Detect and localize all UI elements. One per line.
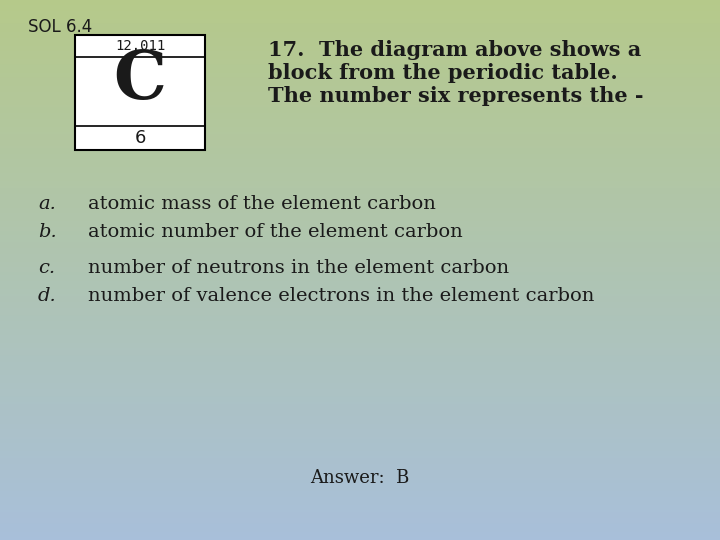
Text: c.: c. [38,259,55,277]
Text: block from the periodic table.: block from the periodic table. [268,63,618,83]
Text: atomic number of the element carbon: atomic number of the element carbon [88,223,463,241]
Text: d.: d. [38,287,57,305]
Text: 6: 6 [135,129,145,147]
Text: 12.011: 12.011 [115,39,165,53]
Text: The number six represents the -: The number six represents the - [268,86,644,106]
Text: 17.  The diagram above shows a: 17. The diagram above shows a [268,40,642,60]
Text: C: C [114,48,166,113]
Text: Answer:  B: Answer: B [310,469,410,487]
Text: number of valence electrons in the element carbon: number of valence electrons in the eleme… [88,287,595,305]
Text: SOL 6.4: SOL 6.4 [28,18,92,36]
Text: b.: b. [38,223,57,241]
Text: a.: a. [38,195,56,213]
Text: number of neutrons in the element carbon: number of neutrons in the element carbon [88,259,509,277]
Text: atomic mass of the element carbon: atomic mass of the element carbon [88,195,436,213]
Bar [75,35,205,150]
